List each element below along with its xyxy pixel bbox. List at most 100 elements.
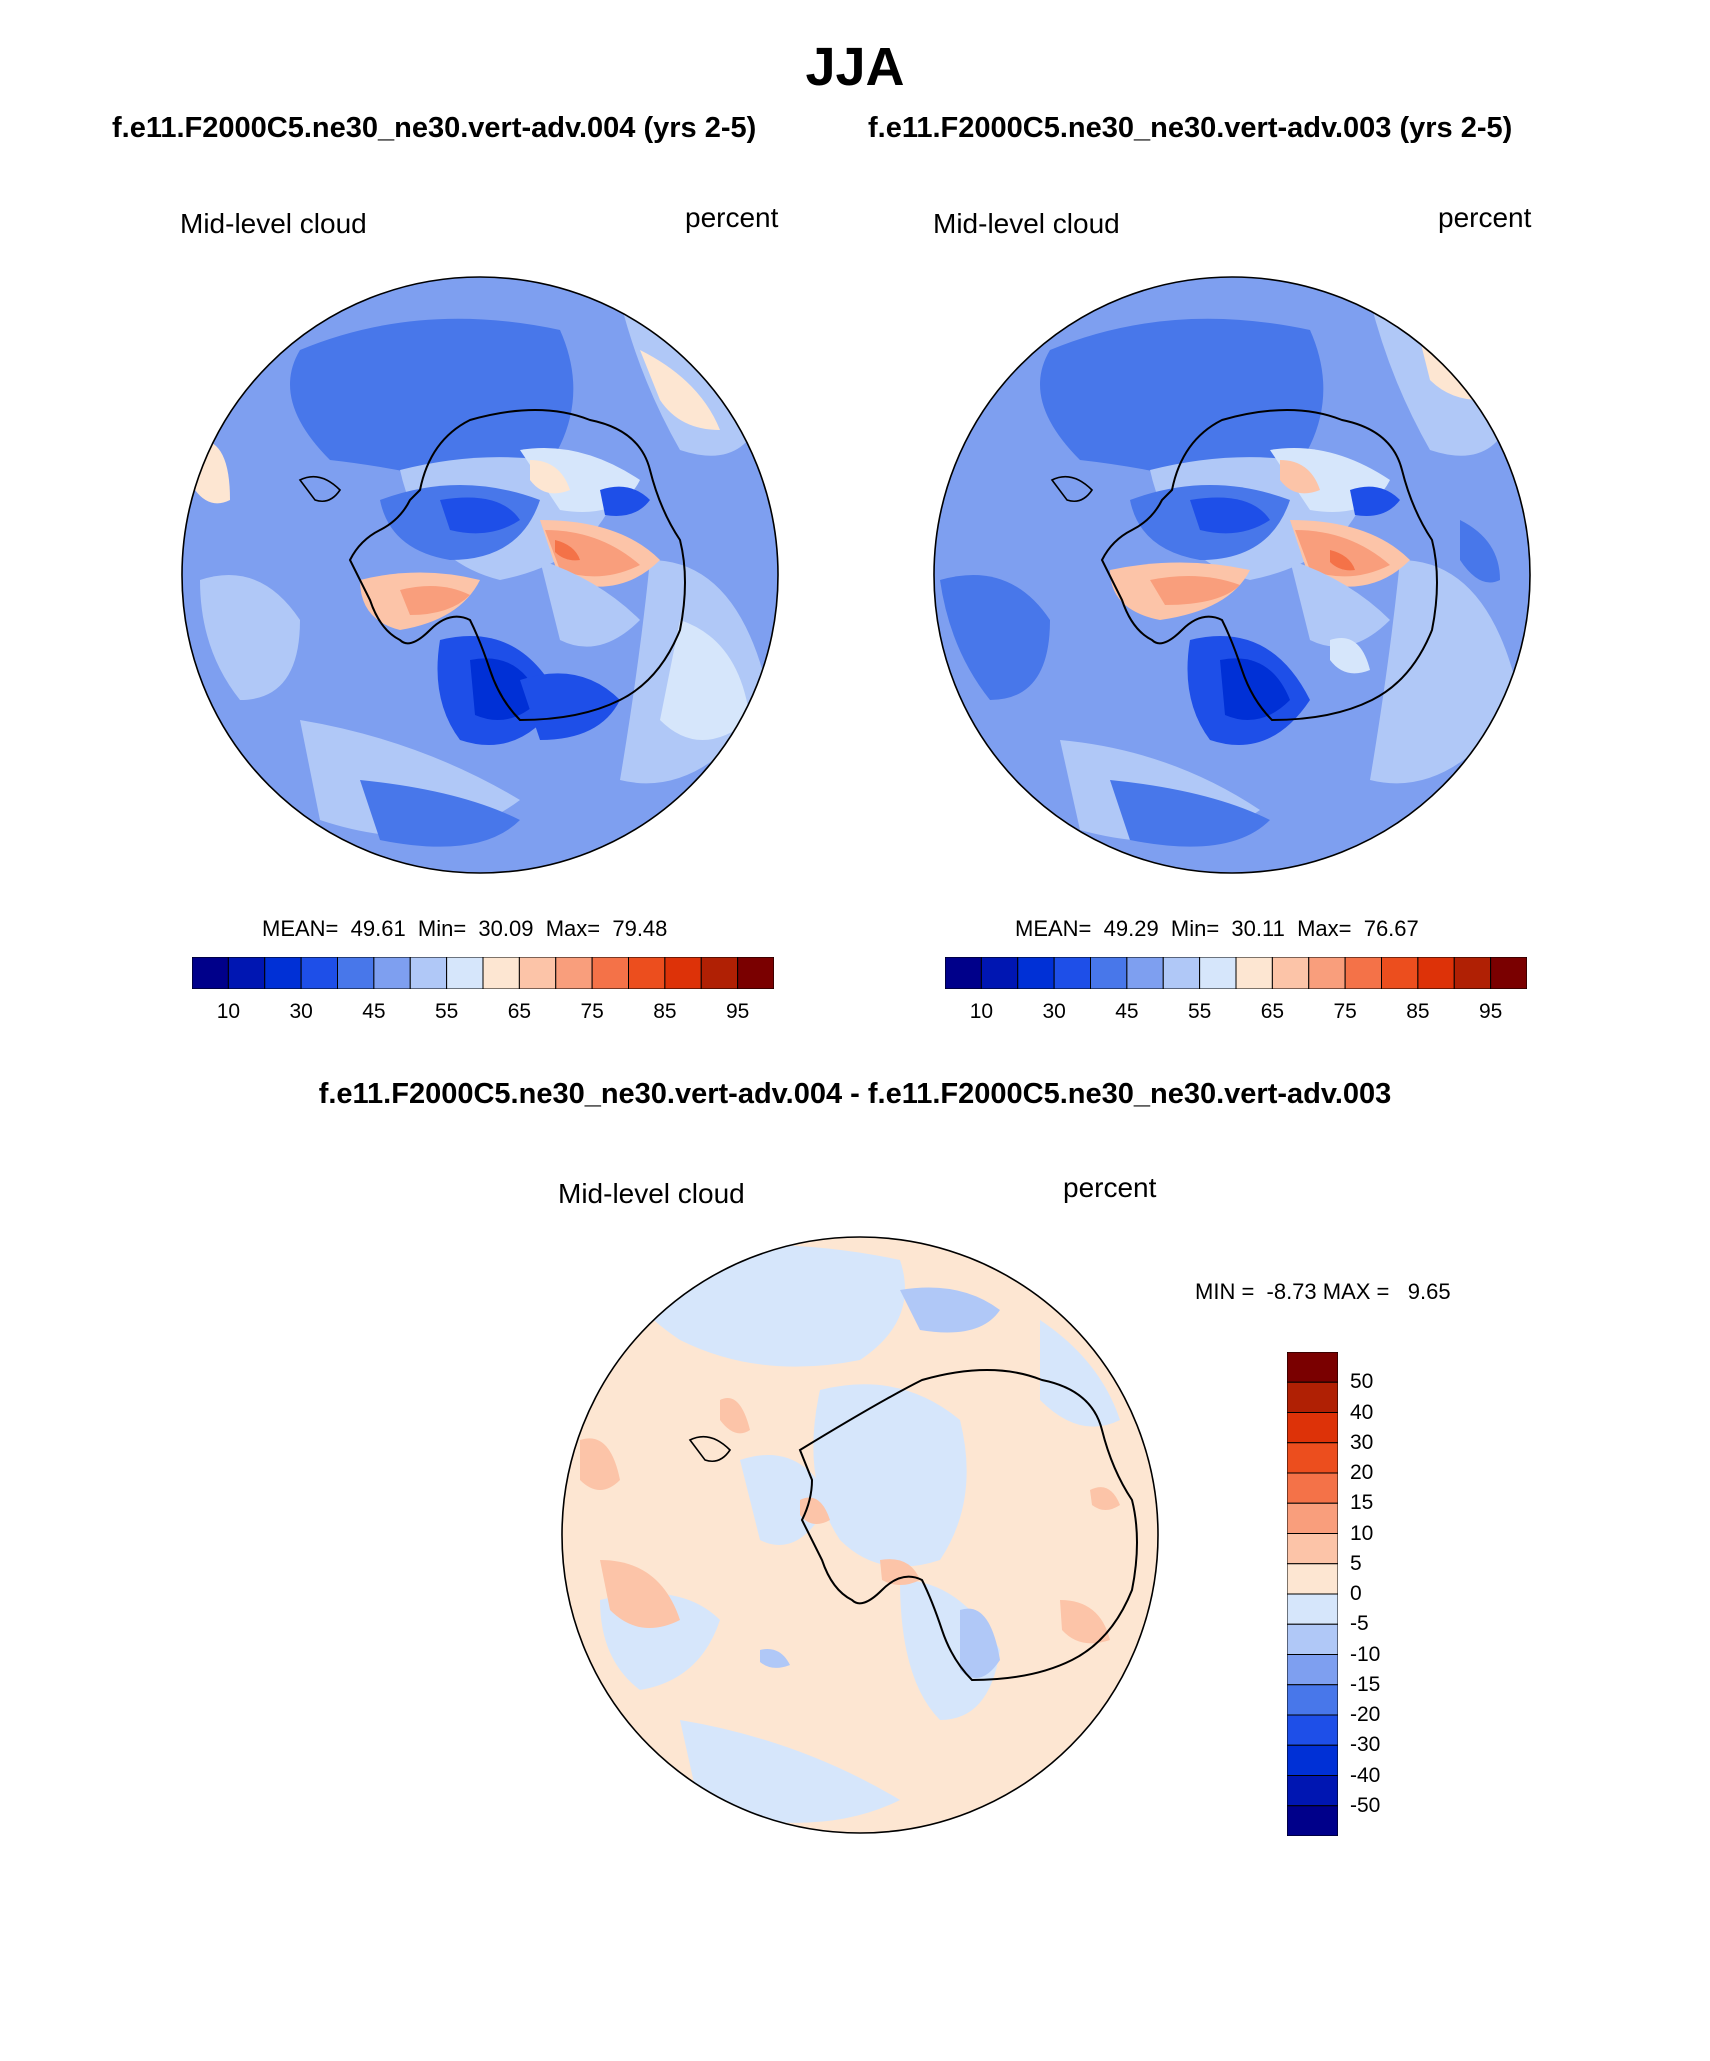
- polar-map-panel2: [934, 277, 1530, 873]
- difference-variable-label: Mid-level cloud: [558, 1178, 745, 1209]
- colorbar-tick-label: 40: [1350, 1400, 1374, 1424]
- colorbar-swatch: [1162, 956, 1201, 990]
- colorbar-tick-label: 75: [580, 1000, 604, 1023]
- colorbar-tick-label: 55: [1187, 1000, 1212, 1023]
- figure-title: JJA: [805, 37, 905, 97]
- panel1-variable-label: Mid-level cloud: [180, 208, 367, 239]
- colorbar-tick-label: 45: [362, 1000, 386, 1023]
- colorbar-tick-label: 10: [1350, 1521, 1374, 1545]
- colorbar-swatch: [555, 956, 593, 990]
- colorbar-swatch: [300, 956, 338, 990]
- colorbar-swatch: [1344, 956, 1382, 990]
- colorbar-swatch: [1417, 956, 1455, 990]
- colorbar-swatch: [1381, 956, 1419, 990]
- colorbar-tick-label: -10: [1350, 1642, 1381, 1666]
- colorbar-tick-label: 30: [289, 1000, 313, 1023]
- colorbar-swatch: [1286, 1442, 1339, 1474]
- colorbar-swatch: [628, 956, 666, 990]
- colorbar-swatch: [1286, 1775, 1339, 1807]
- colorbar-swatch: [1286, 1412, 1339, 1444]
- colorbar-swatch: [1286, 1351, 1339, 1383]
- colorbar-swatch: [1286, 1502, 1339, 1534]
- colorbar-tick-label: -30: [1350, 1733, 1381, 1757]
- colorbar-swatch: [191, 956, 229, 990]
- colorbar-panel1: [191, 956, 775, 990]
- colorbar-swatch: [1490, 956, 1528, 990]
- polar-map-difference: [562, 1237, 1158, 1833]
- colorbar-swatch: [1286, 1684, 1339, 1716]
- colorbar-swatch: [1308, 956, 1346, 990]
- colorbar-difference: [1286, 1351, 1339, 1837]
- colorbar-tick-label: 10: [216, 1000, 241, 1023]
- colorbar-panel2-ticks: 10 30 45 55 65 75 85 95: [945, 1000, 1527, 1028]
- colorbar-swatch: [264, 956, 302, 990]
- difference-stats: MIN = -8.73 MAX = 9.65: [1195, 1279, 1451, 1304]
- colorbar-swatch: [482, 956, 520, 990]
- colorbar-swatch: [1286, 1472, 1339, 1504]
- colorbar-panel1-ticks: 10 30 45 55 65 75 85 95: [192, 1000, 774, 1028]
- colorbar-swatch: [944, 956, 982, 990]
- colorbar-swatch: [664, 956, 702, 990]
- colorbar-swatch: [591, 956, 629, 990]
- colorbar-tick-label: -5: [1350, 1612, 1369, 1636]
- case-title-right: f.e11.F2000C5.ne30_ne30.vert-adv.003 (yr…: [868, 112, 1513, 144]
- colorbar-tick-label: 10: [969, 1000, 994, 1023]
- colorbar-tick-label: 55: [434, 1000, 459, 1023]
- colorbar-swatch: [1286, 1654, 1339, 1686]
- colorbar-swatch: [1286, 1533, 1339, 1565]
- colorbar-swatch: [737, 956, 775, 990]
- colorbar-swatch: [1286, 1381, 1339, 1413]
- colorbar-swatch: [1271, 956, 1310, 990]
- colorbar-tick-label: -40: [1350, 1763, 1381, 1787]
- colorbar-tick-label: 50: [1350, 1370, 1374, 1394]
- case-title-left: f.e11.F2000C5.ne30_ne30.vert-adv.004 (yr…: [112, 112, 757, 144]
- colorbar-swatch: [518, 956, 557, 990]
- colorbar-swatch: [1017, 956, 1055, 990]
- colorbar-tick-label: 65: [507, 1000, 532, 1023]
- map-border-panel1: [181, 276, 779, 874]
- colorbar-tick-label: 20: [1350, 1461, 1374, 1484]
- colorbar-tick-label: 0: [1350, 1582, 1362, 1605]
- colorbar-swatch: [409, 956, 448, 990]
- difference-title: f.e11.F2000C5.ne30_ne30.vert-adv.004 - f…: [318, 1078, 1392, 1110]
- colorbar-swatch: [1286, 1563, 1339, 1595]
- map-border-difference: [561, 1236, 1159, 1834]
- colorbar-tick-label: 85: [1406, 1000, 1430, 1023]
- panel2-stats: MEAN= 49.29 Min= 30.11 Max= 76.67: [1015, 916, 1419, 941]
- colorbar-difference-ticks: 50 40 30 20 15 10 5 0 -5 -10 -15 -20 -30 -40 -50: [1350, 1352, 1430, 1836]
- colorbar-tick-label: 65: [1260, 1000, 1285, 1023]
- colorbar-swatch: [337, 956, 375, 990]
- difference-units-label: percent: [1063, 1172, 1157, 1203]
- colorbar-tick-label: 5: [1350, 1551, 1362, 1575]
- colorbar-swatch: [980, 956, 1019, 990]
- colorbar-swatch: [700, 956, 739, 990]
- colorbar-tick-label: 30: [1350, 1430, 1374, 1454]
- colorbar-tick-label: 95: [725, 1000, 750, 1023]
- colorbar-tick-label: 45: [1115, 1000, 1139, 1023]
- colorbar-swatch: [1286, 1805, 1339, 1837]
- colorbar-tick-label: 95: [1478, 1000, 1503, 1023]
- map-border-panel2: [933, 276, 1531, 874]
- colorbar-swatch: [1453, 956, 1492, 990]
- colorbar-swatch: [1286, 1744, 1339, 1776]
- colorbar-panel2: [944, 956, 1528, 990]
- colorbar-swatch: [446, 956, 484, 990]
- colorbar-swatch: [1286, 1623, 1339, 1655]
- colorbar-swatch: [1053, 956, 1091, 990]
- colorbar-tick-label: 75: [1333, 1000, 1357, 1023]
- polar-map-panel1: [182, 277, 778, 873]
- colorbar-swatch: [1235, 956, 1273, 990]
- colorbar-swatch: [373, 956, 411, 990]
- colorbar-tick-label: 15: [1350, 1491, 1374, 1515]
- panel2-variable-label: Mid-level cloud: [933, 208, 1120, 239]
- panel1-stats: MEAN= 49.61 Min= 30.09 Max= 79.48: [262, 916, 668, 941]
- colorbar-swatch: [1090, 956, 1128, 990]
- colorbar-swatch: [227, 956, 266, 990]
- colorbar-swatch: [1126, 956, 1164, 990]
- colorbar-tick-label: -50: [1350, 1793, 1381, 1817]
- panel1-units-label: percent: [685, 202, 779, 233]
- panel2-units-label: percent: [1438, 202, 1532, 233]
- colorbar-tick-label: -20: [1350, 1703, 1381, 1726]
- colorbar-tick-label: 85: [653, 1000, 677, 1023]
